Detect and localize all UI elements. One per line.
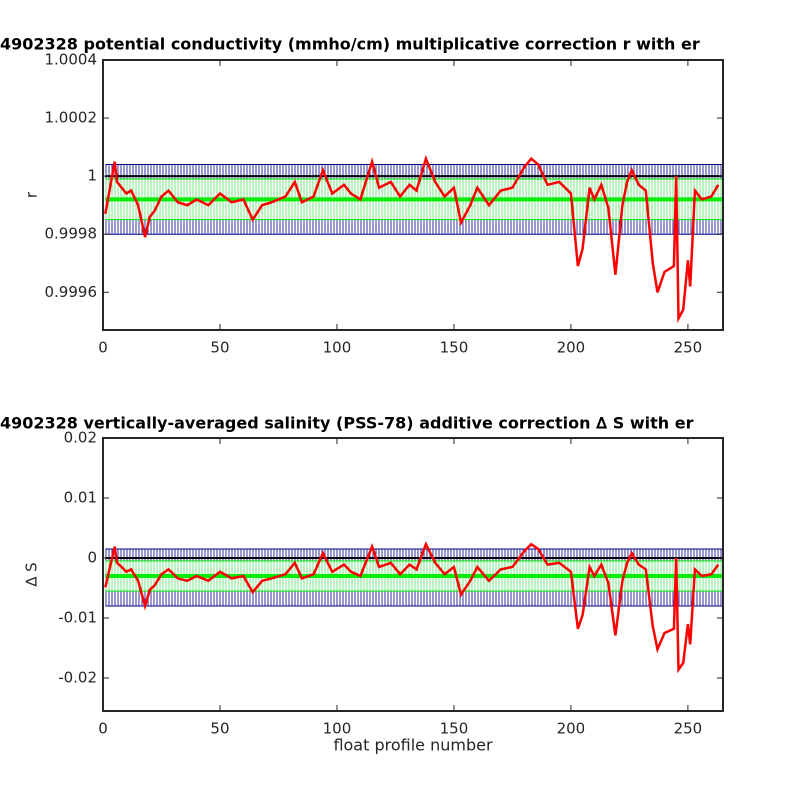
chart-title: 4902328 potential conductivity (mmho/cm)… bbox=[0, 35, 700, 54]
data-line bbox=[104, 154, 720, 324]
x-tick-label: 50 bbox=[210, 720, 229, 738]
x-tick-label: 200 bbox=[557, 720, 586, 738]
y-tick-label: 1.0002 bbox=[45, 109, 98, 127]
x-tick-label: 100 bbox=[323, 720, 352, 738]
y-tick-label: 0.9996 bbox=[45, 283, 98, 301]
chart-title: 4902328 vertically-averaged salinity (PS… bbox=[0, 414, 694, 433]
y-tick-label: -0.02 bbox=[58, 669, 97, 687]
x-axis-label: float profile number bbox=[333, 736, 493, 755]
x-tick-label: 50 bbox=[210, 339, 229, 357]
y-axis-label: r bbox=[23, 191, 41, 198]
axes-box bbox=[102, 59, 724, 331]
y-tick-label: 0.9998 bbox=[45, 225, 98, 243]
x-tick-label: 150 bbox=[440, 720, 469, 738]
y-tick-label: 1 bbox=[87, 167, 97, 185]
data-line bbox=[104, 541, 720, 674]
x-tick-label: 200 bbox=[557, 339, 586, 357]
y-tick-label: 0 bbox=[87, 549, 97, 567]
x-tick-label: 0 bbox=[98, 339, 108, 357]
y-tick-label: 0.01 bbox=[64, 489, 97, 507]
y-tick-label: 1.0004 bbox=[45, 51, 98, 69]
x-tick-label: 0 bbox=[98, 720, 108, 738]
axes-box bbox=[102, 437, 724, 712]
x-tick-label: 250 bbox=[674, 720, 703, 738]
x-tick-label: 100 bbox=[323, 339, 352, 357]
y-tick-label: 0.02 bbox=[64, 429, 97, 447]
y-axis-label: ∆ S bbox=[23, 562, 41, 587]
x-tick-label: 150 bbox=[440, 339, 469, 357]
y-tick-label: -0.01 bbox=[58, 609, 97, 627]
x-tick-label: 250 bbox=[674, 339, 703, 357]
